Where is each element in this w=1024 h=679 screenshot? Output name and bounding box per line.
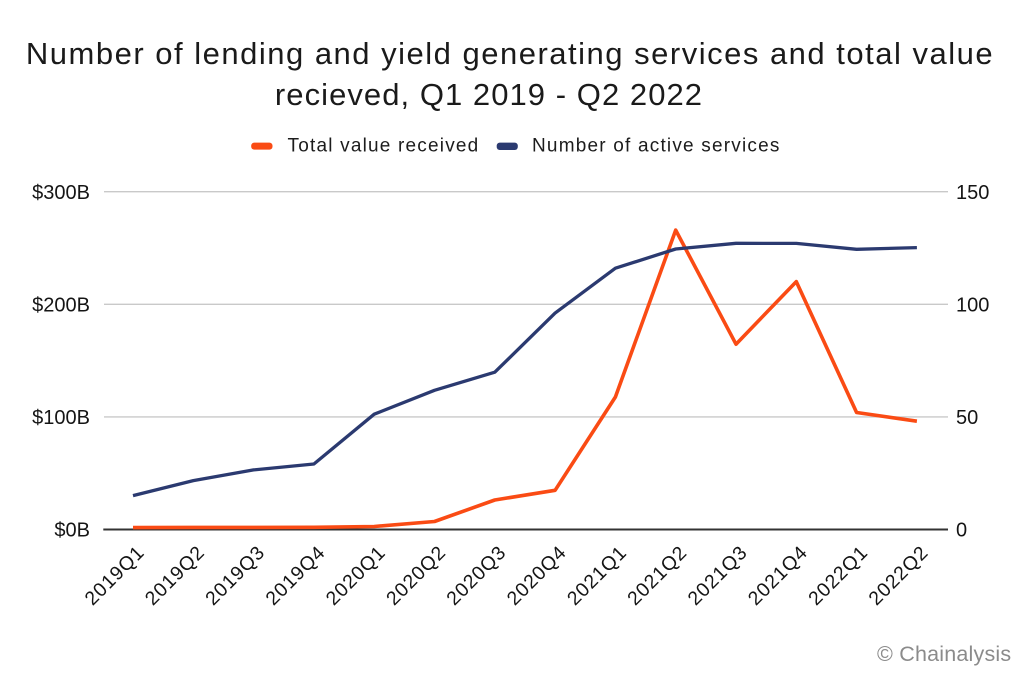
svg-text:$0B: $0B bbox=[54, 520, 90, 542]
svg-text:$200B: $200B bbox=[32, 295, 90, 317]
svg-text:Number of active services: Number of active services bbox=[532, 136, 781, 157]
svg-text:$300B: $300B bbox=[32, 182, 90, 204]
svg-text:$100B: $100B bbox=[32, 407, 90, 429]
svg-text:Total value received: Total value received bbox=[288, 136, 480, 157]
svg-text:© Chainalysis: © Chainalysis bbox=[877, 642, 1011, 666]
svg-text:50: 50 bbox=[956, 407, 978, 429]
svg-text:100: 100 bbox=[956, 295, 989, 317]
svg-text:Number of lending and yield ge: Number of lending and yield generating s… bbox=[26, 36, 994, 71]
svg-text:0: 0 bbox=[956, 520, 967, 542]
svg-text:recieved, Q1 2019 - Q2 2022: recieved, Q1 2019 - Q2 2022 bbox=[275, 77, 703, 112]
svg-text:150: 150 bbox=[956, 182, 989, 204]
